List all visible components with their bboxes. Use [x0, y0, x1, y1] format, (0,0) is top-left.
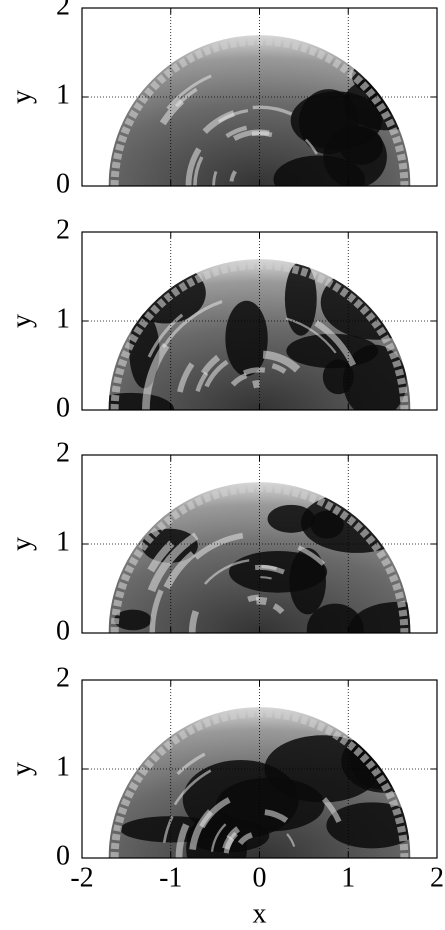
light-streak	[193, 156, 204, 186]
dark-region	[289, 548, 327, 615]
y-tick-label: 0	[56, 615, 70, 646]
light-streak	[147, 313, 184, 358]
x-tick-label: 2	[430, 862, 444, 893]
x-tick-label: -1	[159, 862, 182, 893]
light-streak	[204, 559, 250, 585]
dark-region	[216, 777, 325, 832]
y-tick-label: 2	[56, 662, 70, 693]
field-image	[108, 35, 411, 186]
x-axis-label: x	[253, 898, 267, 929]
light-streak	[147, 532, 199, 593]
y-tick-label: 1	[56, 79, 70, 110]
x-tick-label: -2	[70, 862, 93, 893]
light-streak	[321, 797, 342, 823]
plot-frame	[81, 7, 438, 187]
light-streak	[252, 380, 260, 389]
y-tick-label: 1	[56, 303, 70, 334]
light-streak	[147, 540, 175, 573]
field-image	[108, 259, 411, 410]
y-tick-label: 2	[56, 214, 70, 245]
dark-region	[348, 601, 411, 633]
y-axis-label: y	[6, 537, 37, 551]
dark-region	[108, 58, 137, 92]
light-streak	[251, 131, 273, 138]
light-streak	[193, 532, 244, 560]
light-streak	[149, 589, 164, 633]
light-streak	[204, 359, 229, 388]
dark-region	[225, 300, 268, 377]
y-tick-label: 2	[56, 0, 70, 21]
light-streak	[185, 147, 202, 186]
y-tick-label: 1	[56, 526, 70, 557]
light-streak	[200, 354, 221, 376]
dark-region	[114, 609, 152, 631]
light-streak	[230, 373, 248, 387]
dark-region	[342, 344, 407, 410]
y-tick-label: 2	[56, 437, 70, 468]
light-streak	[314, 320, 357, 367]
light-streak	[229, 170, 237, 182]
y-tick-label: 0	[56, 840, 70, 871]
light-streak	[285, 317, 337, 354]
dark-region	[320, 265, 411, 340]
light-streak	[262, 350, 301, 373]
y-tick-label: 0	[56, 392, 70, 423]
plot-frame	[81, 231, 438, 411]
dark-region	[267, 504, 315, 533]
light-streak	[210, 823, 227, 852]
light-streak	[271, 363, 287, 374]
dark-region	[273, 155, 366, 186]
light-streak	[173, 769, 212, 806]
light-streak	[237, 832, 253, 846]
light-streak	[223, 831, 238, 854]
x-tick-label: 0	[253, 862, 267, 893]
light-streak	[175, 823, 190, 858]
light-streak	[297, 545, 326, 566]
light-streak	[159, 98, 185, 126]
light-streak	[189, 809, 214, 851]
light-streak	[166, 74, 212, 110]
light-streak	[142, 342, 170, 410]
dark-region	[352, 56, 411, 97]
y-tick-label: 1	[56, 751, 70, 782]
light-streak	[286, 833, 296, 847]
y-tick-label: 0	[56, 168, 70, 199]
light-streak	[177, 362, 195, 393]
light-streak	[162, 300, 223, 349]
plot-frame	[81, 679, 438, 859]
light-streak	[272, 603, 285, 615]
light-streak	[264, 809, 289, 823]
light-streak	[202, 110, 236, 134]
light-streak	[195, 371, 209, 393]
light-streak	[254, 564, 285, 575]
light-streak	[212, 170, 218, 186]
y-axis-label: y	[6, 762, 37, 776]
dark-region	[306, 603, 364, 633]
light-streak	[176, 752, 206, 775]
dark-region	[339, 126, 384, 165]
dark-region	[326, 802, 411, 849]
light-streak	[188, 610, 200, 633]
y-axis-label: y	[6, 90, 37, 104]
light-streak	[225, 125, 248, 139]
light-streak	[163, 551, 196, 590]
field-image	[108, 482, 411, 633]
light-streak	[260, 576, 272, 580]
y-axis-label: y	[6, 314, 37, 328]
light-streak	[242, 367, 266, 376]
plot-frame	[81, 454, 438, 634]
light-streak	[304, 138, 318, 155]
x-tick-label: 1	[341, 862, 355, 893]
light-streak	[162, 815, 174, 843]
dark-region	[310, 510, 344, 539]
dark-region	[284, 261, 317, 336]
light-streak	[252, 105, 293, 116]
light-streak	[255, 596, 268, 606]
